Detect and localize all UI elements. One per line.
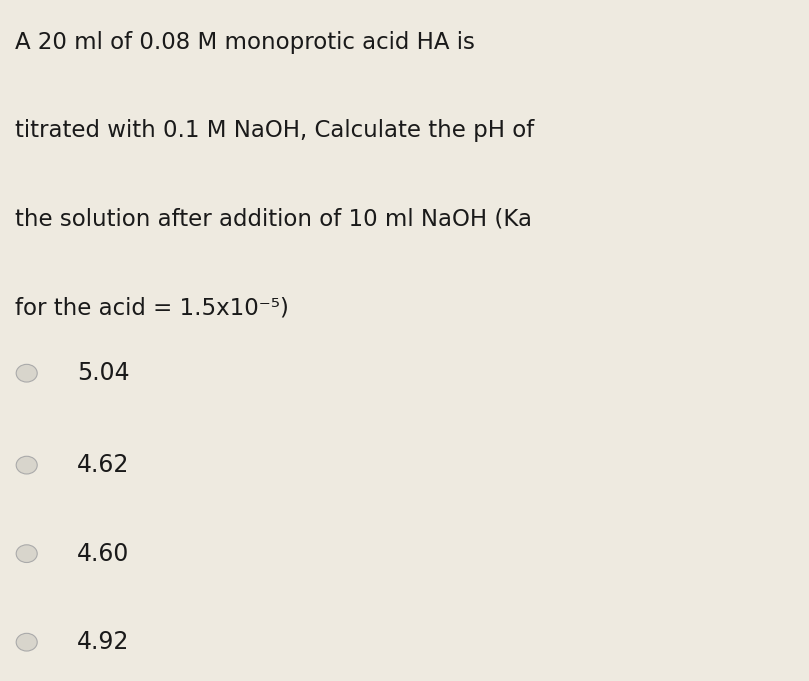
Text: 4.92: 4.92 xyxy=(77,630,129,654)
Text: titrated with 0.1 M NaOH, Calculate the pH of: titrated with 0.1 M NaOH, Calculate the … xyxy=(15,119,534,142)
Text: 4.60: 4.60 xyxy=(77,541,129,566)
Circle shape xyxy=(16,545,37,563)
Text: A 20 ml of 0.08 M monoprotic acid HA is: A 20 ml of 0.08 M monoprotic acid HA is xyxy=(15,31,474,54)
Text: the solution after addition of 10 ml NaOH (Ka: the solution after addition of 10 ml NaO… xyxy=(15,208,532,231)
Text: 5.04: 5.04 xyxy=(77,361,129,385)
Circle shape xyxy=(16,633,37,651)
Circle shape xyxy=(16,364,37,382)
Text: for the acid = 1.5x10⁻⁵): for the acid = 1.5x10⁻⁵) xyxy=(15,296,289,319)
Circle shape xyxy=(16,456,37,474)
Text: 4.62: 4.62 xyxy=(77,453,129,477)
